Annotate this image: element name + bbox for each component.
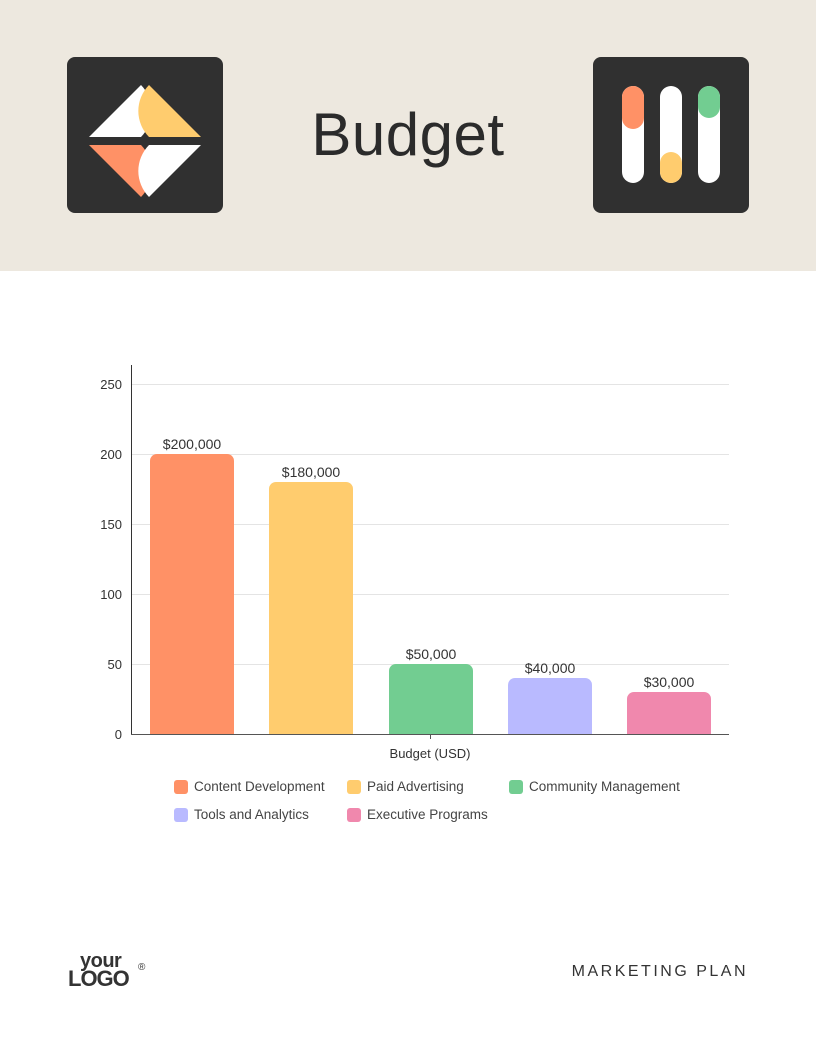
legend-item: Content Development	[174, 779, 325, 794]
registered-mark: ®	[138, 962, 146, 973]
gridline	[132, 454, 729, 455]
logo-top-text: your	[80, 950, 122, 972]
x-tick	[430, 734, 431, 739]
legend-swatch	[347, 807, 361, 822]
page-title: Budget	[311, 101, 505, 168]
legend-item: Paid Advertising	[347, 779, 464, 794]
legend-swatch	[347, 779, 361, 794]
legend-swatch	[174, 779, 188, 794]
y-tick: 200	[100, 447, 122, 462]
x-axis-label: Budget (USD)	[389, 746, 471, 761]
y-tick: 250	[100, 377, 122, 392]
gridline	[132, 594, 729, 595]
legend-item: Community Management	[509, 779, 680, 794]
gridline	[132, 384, 729, 385]
legend-label: Community Management	[529, 779, 680, 794]
sliders-icon	[593, 57, 749, 213]
y-tick: 50	[107, 657, 122, 672]
gridline	[132, 524, 729, 525]
legend-label: Executive Programs	[367, 807, 488, 822]
data-label: $30,000	[643, 674, 695, 690]
legend-swatch	[509, 779, 523, 794]
legend-item: Tools and Analytics	[174, 807, 309, 822]
legend-label: Tools and Analytics	[194, 807, 309, 822]
bar-content-development	[150, 454, 234, 734]
bar-tools-and-analytics	[508, 678, 592, 734]
document-label: MARKETING PLAN	[571, 963, 748, 980]
y-tick: 100	[100, 587, 122, 602]
data-label: $200,000	[162, 436, 222, 452]
bar-paid-advertising	[269, 482, 353, 734]
quarter-circles-icon	[67, 57, 223, 213]
bar-executive-programs	[627, 692, 711, 734]
y-axis	[131, 365, 132, 735]
y-tick: 150	[100, 517, 122, 532]
legend-swatch	[174, 807, 188, 822]
data-label: $40,000	[524, 660, 576, 676]
legend-label: Content Development	[194, 779, 325, 794]
legend-item: Executive Programs	[347, 807, 488, 822]
data-label: $180,000	[281, 464, 341, 480]
company-logo: your LOGO ®	[68, 950, 158, 992]
bar-community-management	[389, 664, 473, 734]
legend-label: Paid Advertising	[367, 779, 464, 794]
header-banner: Budget	[0, 0, 816, 271]
data-label: $50,000	[405, 646, 457, 662]
y-tick: 0	[114, 727, 122, 742]
logo-bottom-text: LOGO	[68, 966, 130, 991]
